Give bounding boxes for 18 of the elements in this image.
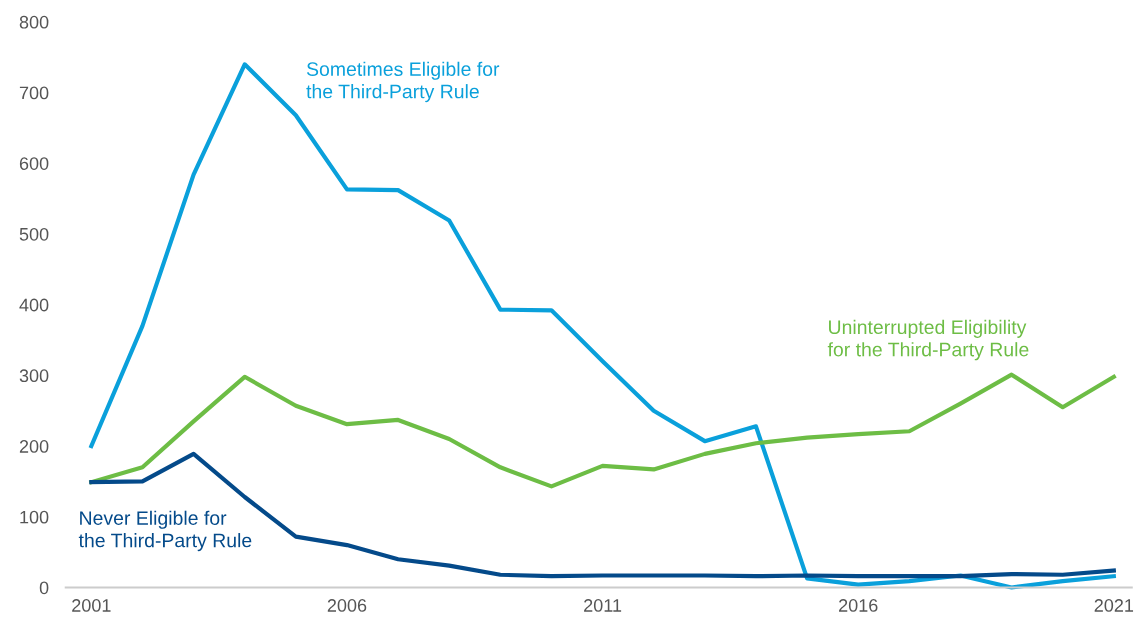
- line-series: [89, 372, 1116, 489]
- y-tick-label: 400: [19, 298, 49, 312]
- y-tick-label: 100: [20, 510, 49, 524]
- x-tick-label: 2016: [839, 599, 878, 612]
- x-tick-label: 2011: [584, 599, 622, 612]
- x-tick-label: 2006: [327, 599, 367, 612]
- y-tick-label: 500: [19, 227, 49, 241]
- y-tick-label: 700: [19, 86, 49, 100]
- series-label: Uninterrupted Eligibility for the Third-Party Rule: [827, 319, 1029, 361]
- y-tick-label: 600: [19, 157, 49, 170]
- series-label: Never Eligible for the Third-Party Rule: [78, 510, 252, 552]
- y-tick-label: 0: [39, 581, 49, 595]
- y-tick-label: 800: [19, 15, 49, 29]
- y-tick-label: 300: [19, 369, 49, 383]
- series-label: Sometimes Eligible for the Third-Party Rule: [306, 61, 500, 103]
- x-tick-label: 2001: [72, 599, 111, 612]
- y-tick-label: 200: [19, 440, 49, 453]
- x-tick-label: 2021: [1094, 599, 1134, 612]
